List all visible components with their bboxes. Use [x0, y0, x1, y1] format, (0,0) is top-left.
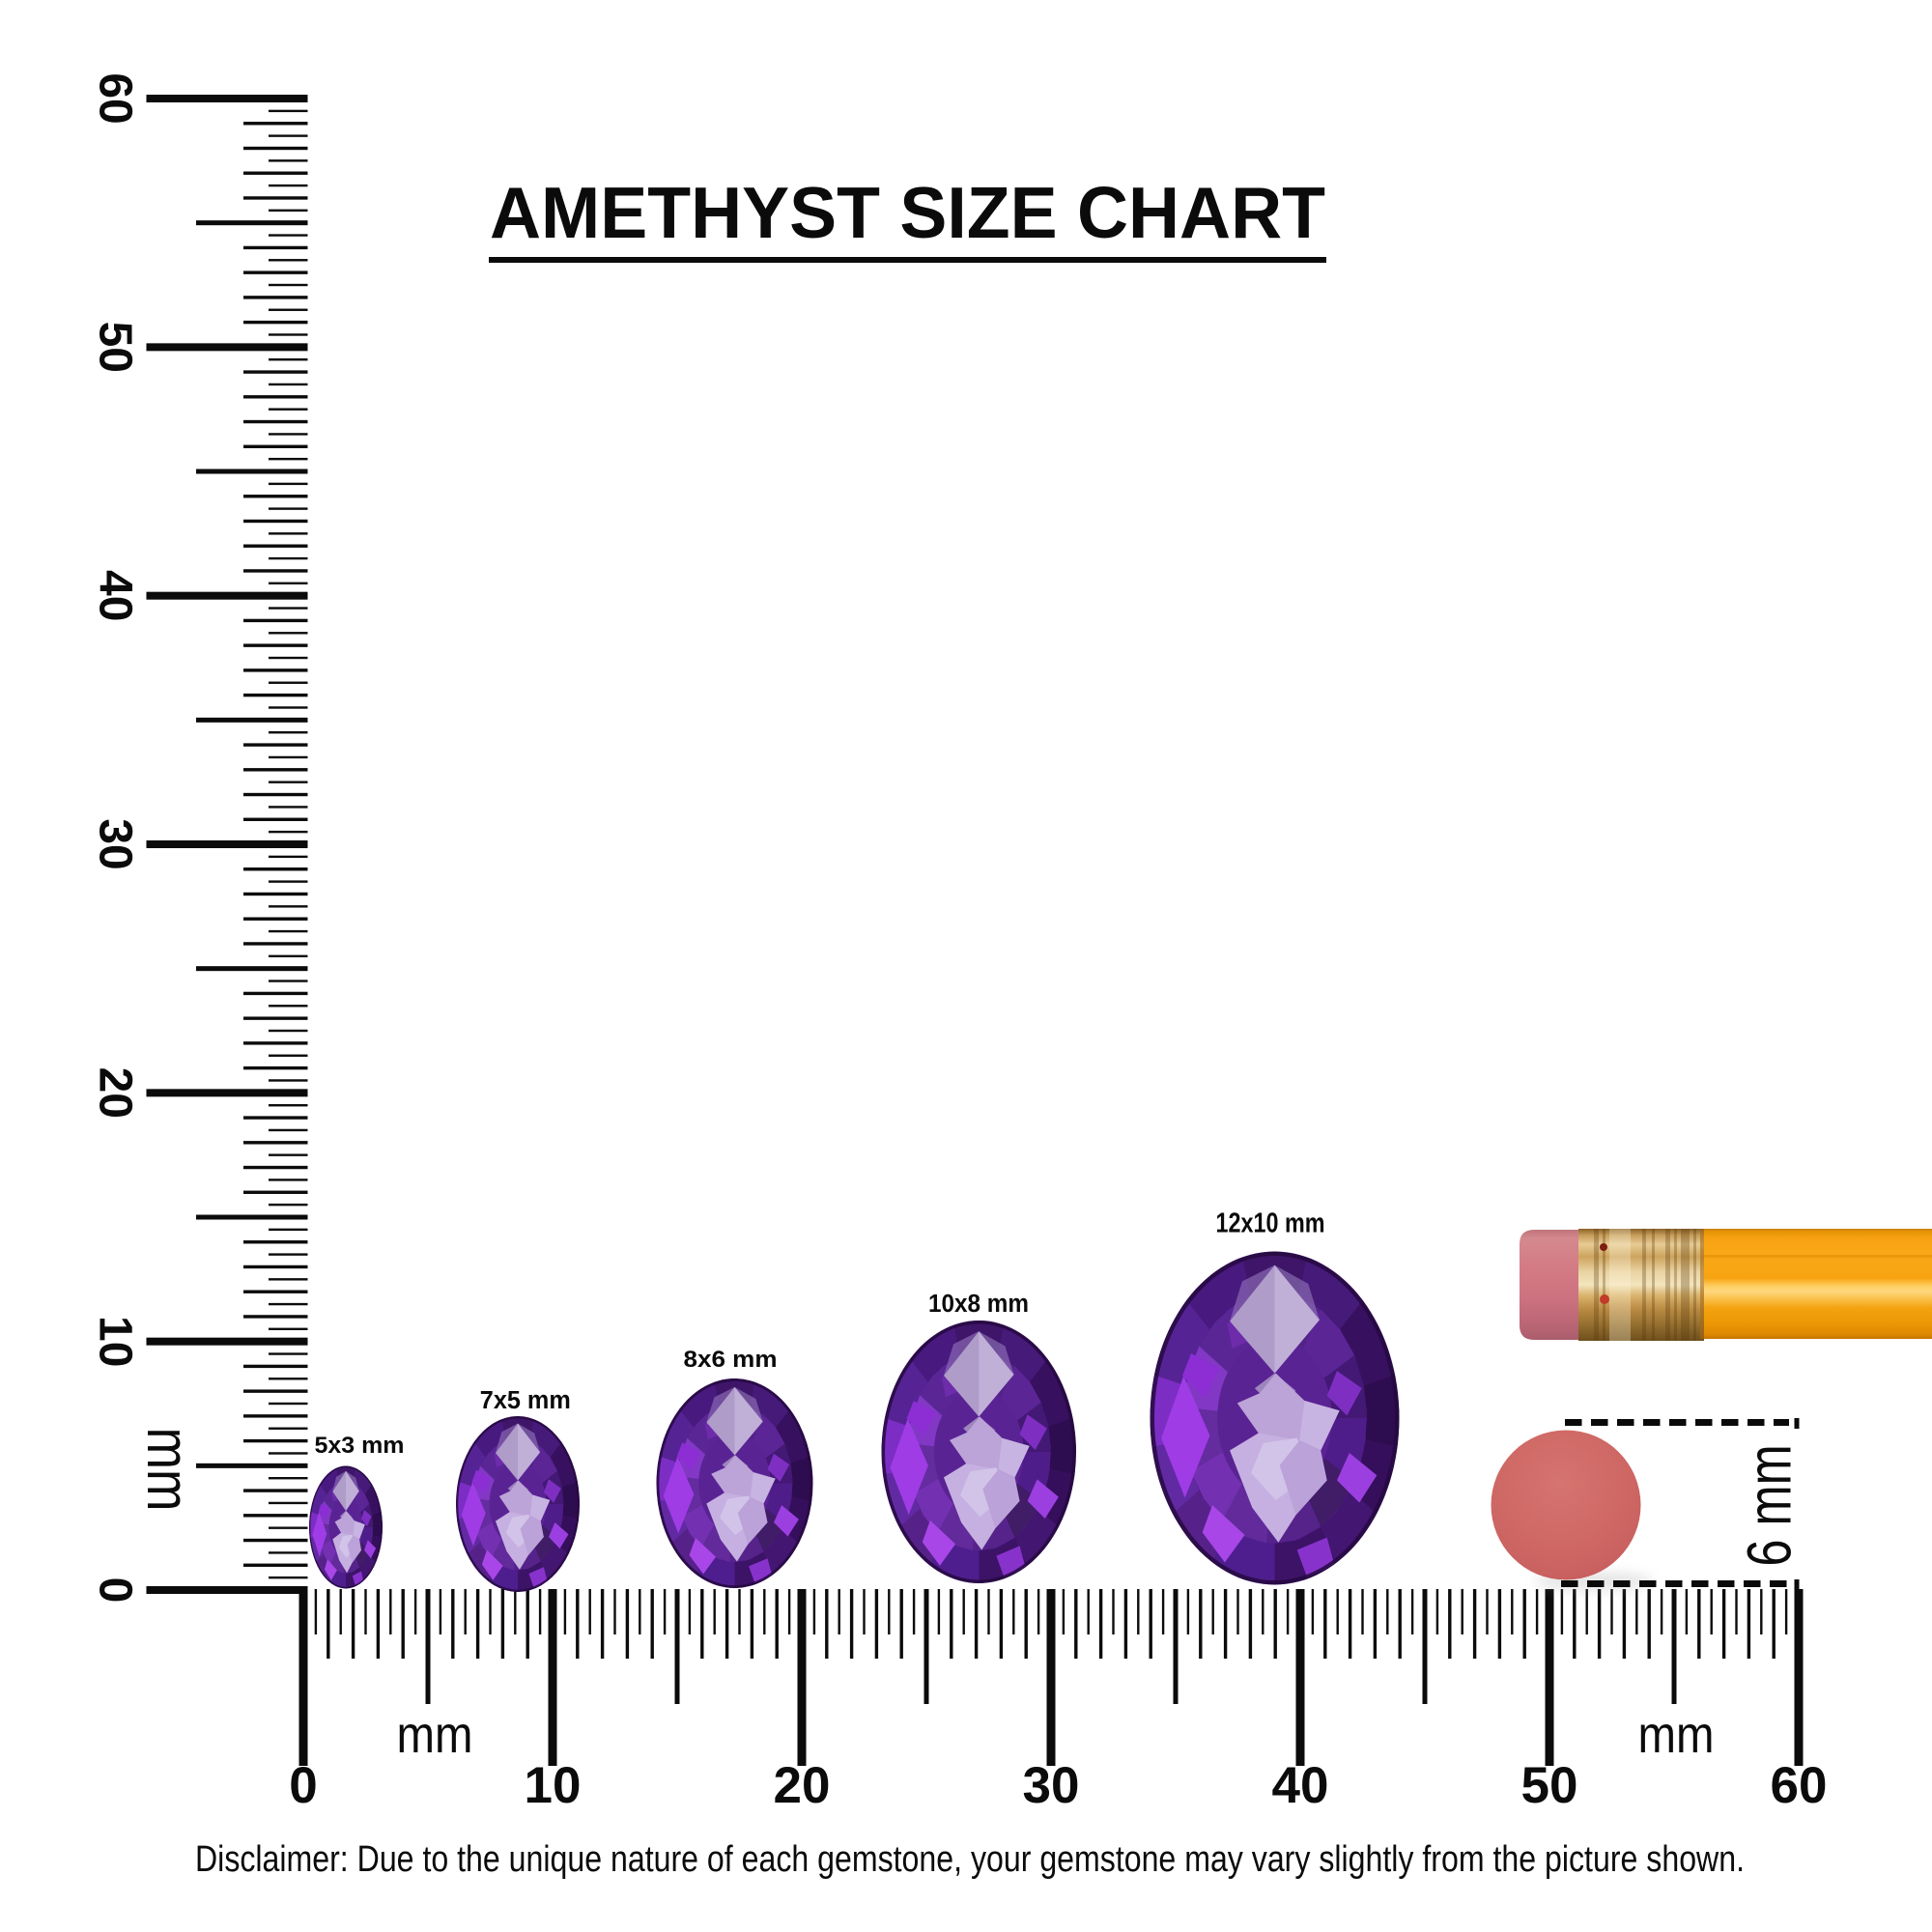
svg-text:40: 40 [1272, 1757, 1329, 1814]
svg-text:0: 0 [90, 1577, 141, 1604]
svg-text:10: 10 [90, 1316, 141, 1367]
svg-text:7x5 mm: 7x5 mm [480, 1387, 571, 1414]
svg-text:mm: mm [397, 1706, 473, 1764]
svg-text:60: 60 [1771, 1757, 1828, 1814]
svg-text:8x6 mm: 8x6 mm [684, 1347, 778, 1373]
svg-text:mm: mm [1638, 1706, 1715, 1764]
svg-text:AMETHYST SIZE CHART: AMETHYST SIZE CHART [490, 172, 1325, 253]
svg-text:30: 30 [1023, 1757, 1080, 1814]
svg-text:20: 20 [774, 1757, 831, 1814]
svg-text:60: 60 [90, 72, 141, 124]
svg-text:0: 0 [289, 1757, 317, 1814]
svg-text:5x3 mm: 5x3 mm [315, 1433, 405, 1459]
svg-text:6 mm: 6 mm [1736, 1444, 1804, 1566]
svg-text:20: 20 [90, 1067, 141, 1119]
svg-text:40: 40 [90, 570, 141, 621]
svg-text:12x10 mm: 12x10 mm [1216, 1208, 1325, 1239]
svg-text:30: 30 [90, 818, 141, 869]
svg-text:mm: mm [134, 1428, 201, 1512]
svg-text:Disclaimer: Due to the unique: Disclaimer: Due to the unique nature of … [195, 1839, 1745, 1880]
svg-text:10: 10 [525, 1757, 582, 1814]
svg-text:50: 50 [90, 322, 141, 373]
svg-text:50: 50 [1521, 1757, 1578, 1814]
svg-text:10x8 mm: 10x8 mm [928, 1291, 1029, 1318]
